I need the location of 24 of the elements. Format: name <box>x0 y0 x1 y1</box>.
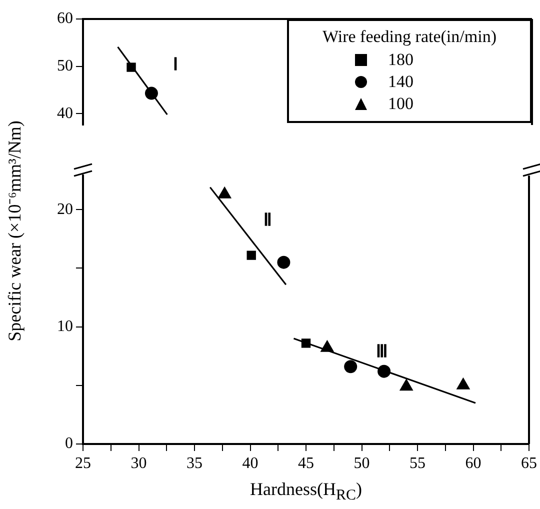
x-tick-label: 45 <box>298 454 314 472</box>
x-tick-label: 50 <box>354 454 370 472</box>
annotation: Ⅰ <box>172 55 178 74</box>
y-tick-label: 60 <box>57 10 73 28</box>
x-tick-label: 25 <box>75 454 91 472</box>
y-tick-label: 20 <box>57 200 73 218</box>
x-axis-title: Hardness(H$_{RC}$) <box>249 479 363 505</box>
legend-title: Wire feeding rate(in/min) <box>322 27 498 47</box>
legend-label: 140 <box>388 72 414 92</box>
annotation: Ⅲ <box>376 342 388 362</box>
x-tick-label: 60 <box>465 454 482 472</box>
x-tick-label: 35 <box>186 454 202 472</box>
x-tick-label: 40 <box>242 454 258 472</box>
y-axis-title: Specific wear (×10⁻⁶mm³/Nm) <box>3 120 25 344</box>
y-tick-label: 10 <box>57 318 73 335</box>
annotation: Ⅱ <box>264 210 272 230</box>
y-tick-label: 50 <box>57 58 73 75</box>
legend-label: 100 <box>388 94 414 114</box>
y-tick-label: 40 <box>57 104 73 122</box>
x-tick-label: 55 <box>410 454 426 472</box>
x-tick-label: 30 <box>130 454 147 472</box>
x-tick-label: 65 <box>521 454 537 472</box>
legend-label: 180 <box>388 50 414 70</box>
y-tick-label: 0 <box>65 435 73 452</box>
